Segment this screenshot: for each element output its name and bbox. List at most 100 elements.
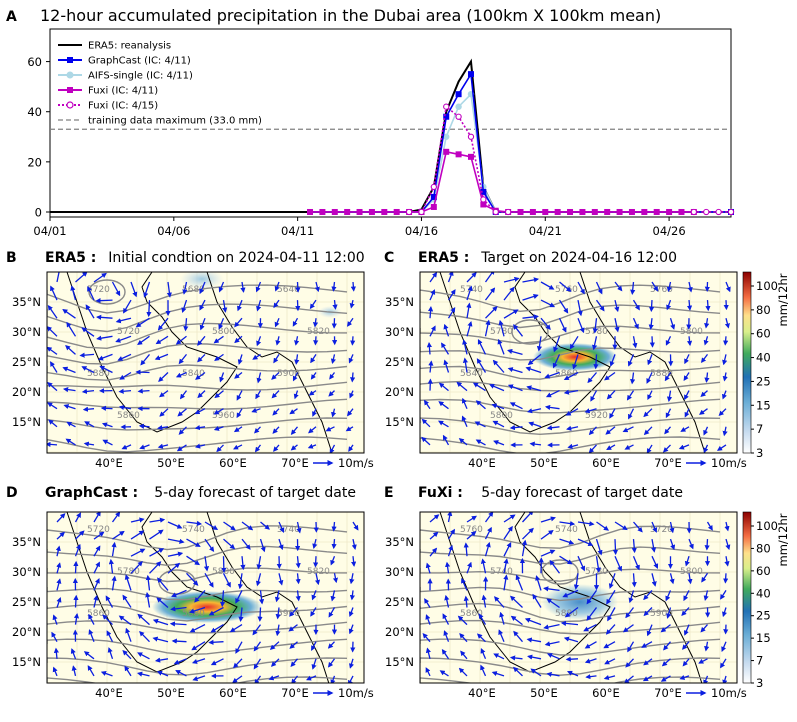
- legend-label-fuxi-415: Fuxi (IC: 4/15): [88, 101, 158, 112]
- contour-label: 5740: [555, 525, 578, 535]
- lat-tick-label: 35°N: [12, 535, 41, 549]
- wind-vector: [353, 282, 354, 290]
- x-tick-label: 04/11: [281, 224, 314, 238]
- wind-vector: [352, 373, 353, 382]
- vector-scale-label: 10m/s: [338, 686, 374, 700]
- lat-tick-label: 20°N: [12, 625, 41, 639]
- data-point: [369, 209, 375, 215]
- lat-tick-label: 25°N: [385, 355, 414, 369]
- contour-label: 5740: [460, 285, 483, 295]
- contour-label: 5820: [307, 567, 330, 577]
- colorbar-top-label: mm/12hr: [776, 273, 790, 326]
- colorbar-tick-label: 7: [756, 654, 763, 668]
- contour-label: 5780: [585, 327, 608, 337]
- contour-label: 5760: [555, 285, 578, 295]
- lon-tick-label: 60°E: [219, 456, 247, 470]
- colorbar-tick-label: 100: [756, 279, 778, 293]
- precipitation-area: [533, 343, 617, 371]
- wind-vector: [102, 408, 112, 409]
- chart-legend: ERA5: reanalysis GraphCast (IC: 4/11) AI…: [58, 41, 262, 127]
- wind-vector: [334, 522, 335, 530]
- lon-tick-label: 50°E: [530, 686, 558, 700]
- data-point: [456, 151, 462, 157]
- contour-label: 5860: [460, 609, 483, 619]
- data-point: [357, 209, 363, 215]
- lon-tick-label: 70°E: [654, 686, 682, 700]
- wind-vector: [615, 539, 616, 554]
- lat-tick-label: 25°N: [385, 595, 414, 609]
- vector-scale-label: 10m/s: [338, 456, 374, 470]
- colorbar-tick-label: 80: [756, 303, 771, 317]
- contour-label: 5960: [212, 411, 235, 421]
- data-point: [443, 149, 449, 155]
- contour-label: 5800: [212, 327, 235, 337]
- series-line-4: [409, 107, 731, 212]
- contour-label: 5920: [585, 411, 608, 421]
- wind-vector: [97, 300, 113, 301]
- legend-marker-fuxi-411: [67, 87, 73, 93]
- lat-tick-label: 35°N: [385, 535, 414, 549]
- data-point: [319, 209, 325, 215]
- data-point: [468, 154, 474, 160]
- wind-vector: [315, 336, 316, 344]
- map-source-label: ERA5 :: [418, 250, 469, 266]
- contour-label: 5640: [277, 285, 300, 295]
- contour-label: 5800: [680, 327, 703, 337]
- lat-tick-label: 20°N: [385, 625, 414, 639]
- wind-vector: [76, 596, 77, 607]
- lon-tick-label: 40°E: [468, 686, 496, 700]
- contour-label: 5820: [307, 327, 330, 337]
- wind-vector: [210, 642, 224, 643]
- lat-tick-label: 20°N: [385, 385, 414, 399]
- colorbar-tick-label: 40: [756, 351, 771, 365]
- data-point: [307, 209, 313, 215]
- lon-tick-label: 70°E: [281, 686, 309, 700]
- data-point: [728, 209, 733, 214]
- wind-vector: [708, 300, 709, 310]
- colorbar-tick-label: 80: [756, 541, 771, 555]
- data-point: [468, 71, 474, 77]
- contour-label: 5900: [277, 609, 300, 619]
- data-point: [691, 209, 696, 214]
- map-title: 5-day forecast of target date: [154, 485, 356, 501]
- contour-label: 5740: [182, 525, 205, 535]
- y-tick-label: 60: [27, 55, 42, 69]
- colorbar-bottom-gradient: [743, 512, 751, 683]
- x-tick-label: 04/26: [653, 224, 686, 238]
- wind-vector: [84, 409, 94, 410]
- data-point: [431, 184, 436, 189]
- colorbar-tick-label: 15: [756, 398, 771, 412]
- lon-tick-label: 50°E: [157, 456, 185, 470]
- wind-vector: [352, 336, 353, 344]
- wind-vector: [725, 573, 726, 582]
- lon-tick-label: 40°E: [95, 456, 123, 470]
- legend-label-threshold: training data maximum (33.0 mm): [88, 116, 262, 127]
- wind-vector: [689, 300, 690, 309]
- colorbar-tick-label: 15: [756, 631, 771, 645]
- x-tick-label: 04/21: [529, 224, 562, 238]
- lat-tick-label: 30°N: [12, 325, 41, 339]
- series-line-1: [310, 74, 731, 212]
- contour-label: 5720: [87, 525, 110, 535]
- vector-scale-label: 10m/s: [711, 456, 747, 470]
- data-point: [704, 209, 709, 214]
- contour-label: 5840: [460, 369, 483, 379]
- colorbar-tick-label: 60: [756, 564, 771, 578]
- data-point: [344, 209, 350, 215]
- wind-vector: [707, 539, 708, 549]
- colorbar-tick-label: 25: [756, 609, 771, 623]
- panel-letter: D: [6, 485, 18, 501]
- contour-label: 5800: [680, 567, 703, 577]
- lat-tick-label: 15°N: [12, 415, 41, 429]
- wind-vector: [725, 336, 726, 344]
- lon-tick-label: 60°E: [592, 686, 620, 700]
- chart-title: 12-hour accumulated precipitation in the…: [40, 6, 661, 25]
